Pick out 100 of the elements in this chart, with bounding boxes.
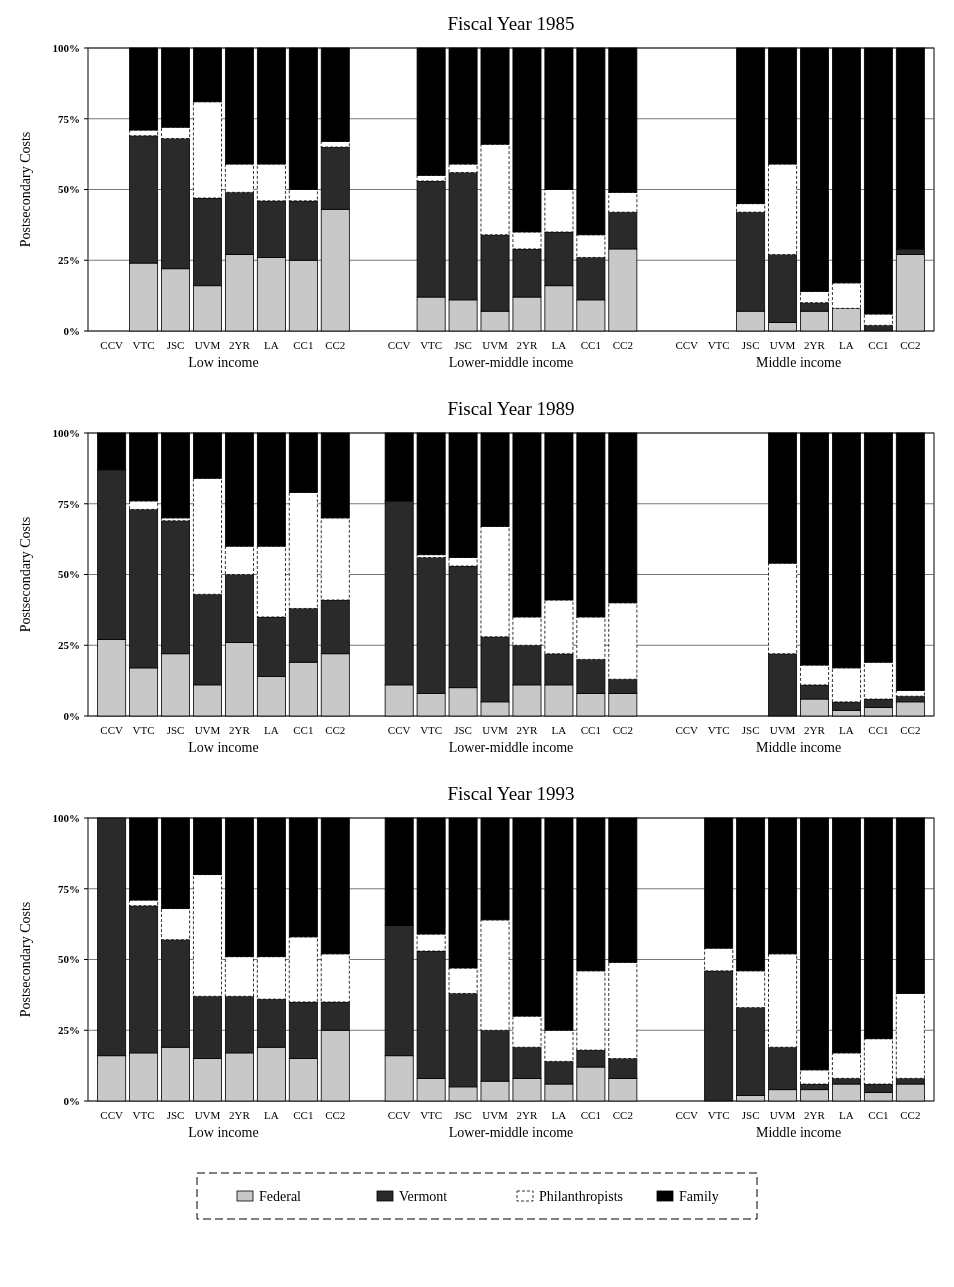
x-tick-label: UVM: [482, 724, 509, 736]
chart-title: Fiscal Year 1989: [447, 398, 575, 419]
x-tick-label: 2YR: [229, 724, 251, 736]
x-tick-label: CC1: [293, 1109, 314, 1121]
y-tick-label: 0%: [63, 1094, 80, 1107]
x-tick-label: UVM: [769, 339, 796, 351]
x-tick-label: CC1: [580, 1109, 601, 1121]
x-tick-label: VTC: [707, 1109, 730, 1121]
x-tick-label: JSC: [454, 724, 472, 736]
x-tick-label: UVM: [482, 1109, 509, 1121]
x-tick-label: CC2: [325, 1109, 346, 1121]
x-tick-label: 2YR: [804, 339, 826, 351]
y-tick-label: 25%: [58, 1024, 80, 1037]
x-tick-label: VTC: [132, 724, 155, 736]
y-tick-label: 50%: [58, 568, 80, 581]
y-tick-label: 100%: [52, 41, 80, 54]
text: Low income: [188, 355, 259, 370]
x-tick-label: CC2: [900, 339, 921, 351]
y-tick-label: 75%: [58, 497, 80, 510]
x-tick-label: 2YR: [229, 339, 251, 351]
chart-title: Fiscal Year 1985: [447, 13, 575, 34]
legend-label: Vermont: [399, 1188, 448, 1204]
x-tick-label: JSC: [741, 339, 760, 351]
x-tick-label: CC2: [900, 724, 921, 736]
text: Middle income: [755, 355, 842, 370]
x-tick-label: LA: [839, 724, 854, 736]
y-tick-label: 50%: [58, 183, 80, 196]
x-tick-label: 2YR: [516, 1109, 539, 1121]
x-tick-label: CC1: [580, 339, 601, 351]
x-tick-label: CCV: [100, 724, 123, 736]
y-tick-label: 100%: [52, 426, 80, 439]
x-tick-label: 2YR: [516, 724, 539, 736]
x-tick-label: LA: [551, 1109, 567, 1121]
x-tick-label: JSC: [741, 1109, 760, 1121]
x-tick-label: JSC: [166, 1109, 185, 1121]
x-tick-label: JSC: [454, 339, 472, 351]
x-tick-label: UVM: [769, 1109, 796, 1121]
x-tick-label: CC2: [325, 339, 346, 351]
y-tick-label: 0%: [63, 324, 80, 337]
x-tick-label: CC2: [612, 1109, 633, 1121]
x-tick-label: LA: [839, 339, 854, 351]
x-tick-label: JSC: [454, 1109, 472, 1121]
x-tick-label: VTC: [707, 339, 730, 351]
x-tick-label: LA: [551, 339, 567, 351]
legend-label: Philanthropists: [539, 1188, 624, 1204]
x-tick-label: CCV: [100, 339, 123, 351]
y-tick-label: 100%: [52, 811, 80, 824]
x-tick-label: LA: [264, 339, 279, 351]
x-tick-label: VTC: [707, 724, 730, 736]
y-tick-label: 75%: [58, 882, 80, 895]
x-tick-label: JSC: [166, 724, 185, 736]
x-tick-label: CCV: [675, 724, 699, 736]
x-tick-label: UVM: [194, 1109, 221, 1121]
bar: [895, 254, 925, 332]
x-tick-label: CCV: [387, 724, 411, 736]
x-tick-label: CC2: [325, 724, 346, 736]
x-tick-label: CC2: [900, 1109, 921, 1121]
text: Middle income: [755, 1125, 842, 1140]
x-tick-label: CC1: [293, 724, 314, 736]
y-tick-label: 50%: [58, 953, 80, 966]
y-tick-label: 25%: [58, 254, 80, 267]
legend-label: Family: [679, 1188, 719, 1204]
x-tick-label: CC2: [612, 339, 633, 351]
x-tick-label: CC1: [580, 724, 601, 736]
x-tick-label: CC1: [868, 724, 889, 736]
x-tick-label: CC1: [868, 1109, 889, 1121]
x-tick-label: JSC: [166, 339, 185, 351]
text: Middle income: [755, 740, 842, 755]
x-tick-label: LA: [264, 1109, 279, 1121]
chart-title: Fiscal Year 1993: [447, 783, 575, 804]
x-tick-label: 2YR: [804, 724, 826, 736]
x-tick-label: VTC: [420, 339, 443, 351]
x-tick-label: 2YR: [229, 1109, 251, 1121]
x-tick-label: LA: [264, 724, 279, 736]
x-tick-label: CCV: [387, 339, 411, 351]
y-tick-label: 25%: [58, 639, 80, 652]
x-tick-label: VTC: [420, 1109, 443, 1121]
y-axis-title: Postsecondary Costs: [18, 901, 33, 1018]
text: Low income: [188, 740, 259, 755]
x-tick-label: JSC: [741, 724, 760, 736]
x-tick-label: VTC: [132, 1109, 155, 1121]
x-tick-label: CCV: [387, 1109, 411, 1121]
text: Low income: [188, 1125, 259, 1140]
x-tick-label: CCV: [100, 1109, 123, 1121]
y-axis-title: Postsecondary Costs: [18, 131, 33, 248]
y-axis-title: Postsecondary Costs: [18, 516, 33, 633]
x-tick-label: CC1: [868, 339, 889, 351]
x-tick-label: UVM: [482, 339, 509, 351]
bar: [416, 432, 446, 556]
x-tick-label: LA: [551, 724, 567, 736]
x-tick-label: CC1: [293, 339, 314, 351]
x-tick-label: UVM: [194, 724, 221, 736]
legend-label: Federal: [259, 1188, 302, 1204]
bar: [161, 432, 190, 519]
x-tick-label: CCV: [675, 339, 699, 351]
y-tick-label: 0%: [63, 709, 80, 722]
x-tick-label: 2YR: [516, 339, 539, 351]
x-tick-label: UVM: [194, 339, 221, 351]
text: Lower-middle income: [448, 1125, 574, 1140]
y-tick-label: 75%: [58, 112, 80, 125]
